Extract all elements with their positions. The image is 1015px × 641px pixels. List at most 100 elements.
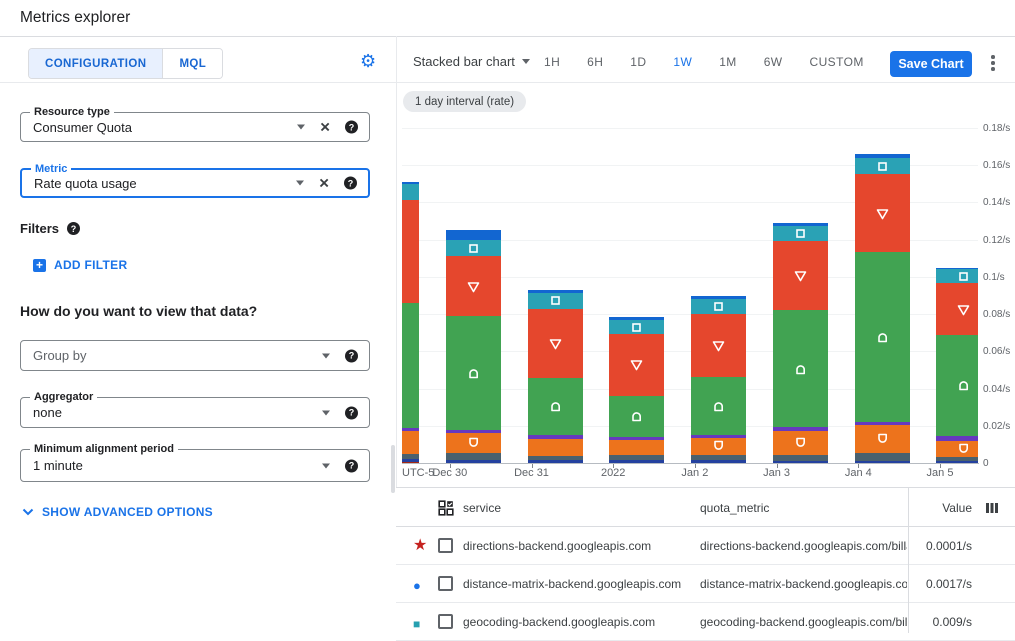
bar-segment-slate[interactable] bbox=[609, 454, 665, 461]
row-checkbox[interactable] bbox=[438, 576, 453, 591]
settings-gear-icon[interactable]: ⚙ bbox=[360, 51, 377, 71]
bar-segment-slate[interactable] bbox=[772, 455, 828, 461]
bar-segment-purple[interactable] bbox=[446, 429, 501, 433]
bar-segment-navy[interactable] bbox=[936, 461, 978, 463]
columns-icon[interactable] bbox=[985, 501, 999, 515]
bar-segment-teal-square[interactable] bbox=[402, 183, 420, 201]
bar-segment-green-arch[interactable] bbox=[446, 316, 501, 430]
bar-segment-red-triangle[interactable] bbox=[936, 283, 978, 336]
bar-segment-purple[interactable] bbox=[691, 434, 747, 438]
bar-segment-blue-top[interactable] bbox=[772, 222, 828, 227]
help-icon[interactable]: ? bbox=[345, 349, 358, 362]
bar-segment-orange-shield[interactable] bbox=[772, 431, 828, 456]
bar-segment-slate[interactable] bbox=[691, 454, 747, 461]
bar-segment-red-triangle[interactable] bbox=[527, 308, 583, 378]
bar-segment-purple[interactable] bbox=[936, 435, 978, 441]
bar-segment-navy[interactable] bbox=[402, 459, 420, 462]
bar-segment-slate[interactable] bbox=[527, 455, 583, 461]
help-icon[interactable]: ? bbox=[67, 222, 81, 235]
bar-segment-orange-shield[interactable] bbox=[402, 431, 420, 454]
range-6h[interactable]: 6H bbox=[587, 55, 604, 69]
more-options-icon[interactable] bbox=[988, 52, 998, 74]
bar-segment-red-triangle[interactable] bbox=[402, 200, 420, 303]
bar-segment-purple[interactable] bbox=[402, 427, 420, 432]
bar-segment-red-triangle[interactable] bbox=[854, 173, 910, 253]
help-icon[interactable]: ? bbox=[345, 406, 358, 419]
bar-segment-blue-top[interactable] bbox=[402, 181, 420, 184]
range-6w[interactable]: 6W bbox=[763, 55, 783, 69]
min-alignment-field[interactable]: Minimum alignment period 1 minute ? bbox=[20, 443, 370, 482]
help-icon[interactable]: ? bbox=[345, 120, 358, 134]
bar-segment-teal-square[interactable] bbox=[446, 239, 501, 257]
bar-segment-green-arch[interactable] bbox=[527, 377, 583, 436]
bar-segment-blue-top[interactable] bbox=[854, 154, 910, 158]
clear-icon[interactable]: × bbox=[319, 173, 329, 192]
bar-segment-blue-top[interactable] bbox=[691, 295, 747, 299]
chevron-down-icon[interactable] bbox=[322, 410, 330, 415]
scrollbar-thumb[interactable] bbox=[391, 445, 395, 493]
bar-segment-red-triangle[interactable] bbox=[446, 256, 501, 316]
bar-segment-maroon-bottom[interactable] bbox=[402, 461, 420, 463]
bar-segment-blue-top[interactable] bbox=[609, 317, 665, 321]
bar-segment-navy[interactable] bbox=[609, 460, 665, 463]
bar-segment-teal-square[interactable] bbox=[854, 158, 910, 174]
tab-configuration[interactable]: CONFIGURATION bbox=[29, 49, 163, 78]
bar-segment-red-triangle[interactable] bbox=[609, 334, 665, 396]
aggregator-field[interactable]: Aggregator none ? bbox=[20, 391, 370, 428]
col-quota-metric[interactable]: quota_metric bbox=[700, 501, 770, 515]
bar-segment-slate[interactable] bbox=[446, 453, 501, 460]
range-1m[interactable]: 1M bbox=[719, 55, 737, 69]
bar-segment-navy[interactable] bbox=[527, 460, 583, 463]
table-row[interactable]: ★ directions-backend.googleapis.com direct… bbox=[396, 527, 1015, 565]
bar-segment-teal-square[interactable] bbox=[609, 320, 665, 335]
chevron-down-icon[interactable] bbox=[296, 180, 305, 186]
bar-segment-green-arch[interactable] bbox=[854, 252, 910, 422]
bar-segment-orange-shield[interactable] bbox=[446, 432, 501, 453]
range-1h[interactable]: 1H bbox=[544, 55, 561, 69]
help-icon[interactable]: ? bbox=[344, 176, 357, 190]
col-value[interactable]: Value bbox=[942, 501, 972, 515]
bar-segment-blue-top[interactable] bbox=[446, 229, 501, 240]
bar-segment-teal-square[interactable] bbox=[691, 298, 747, 314]
select-series-grid-icon[interactable] bbox=[438, 500, 454, 516]
row-checkbox[interactable] bbox=[438, 538, 453, 553]
bar-segment-red-triangle[interactable] bbox=[772, 241, 828, 310]
bar-segment-red-triangle[interactable] bbox=[691, 313, 747, 377]
bar-segment-navy[interactable] bbox=[854, 460, 910, 463]
bar-segment-purple[interactable] bbox=[772, 427, 828, 431]
group-by-field[interactable]: Group by ? bbox=[20, 340, 370, 371]
range-1d[interactable]: 1D bbox=[630, 55, 647, 69]
bar-segment-purple[interactable] bbox=[609, 436, 665, 440]
help-icon[interactable]: ? bbox=[345, 459, 358, 472]
table-row[interactable]: ● distance-matrix-backend.googleapis.com d… bbox=[396, 565, 1015, 603]
bar-segment-navy[interactable] bbox=[446, 459, 501, 463]
bar-segment-green-arch[interactable] bbox=[691, 377, 747, 435]
clear-icon[interactable]: × bbox=[320, 117, 330, 136]
bar-segment-slate[interactable] bbox=[936, 457, 978, 462]
chevron-down-icon[interactable] bbox=[322, 353, 330, 358]
bar-segment-navy[interactable] bbox=[772, 460, 828, 463]
bar-segment-green-arch[interactable] bbox=[609, 395, 665, 437]
show-advanced-options-button[interactable]: SHOW ADVANCED OPTIONS bbox=[22, 505, 213, 519]
chevron-down-icon[interactable] bbox=[297, 124, 306, 130]
bar-segment-teal-square[interactable] bbox=[772, 226, 828, 242]
chevron-down-icon[interactable] bbox=[322, 463, 330, 468]
bar-segment-purple[interactable] bbox=[527, 435, 583, 439]
bar-segment-navy[interactable] bbox=[691, 460, 747, 463]
bar-segment-orange-shield[interactable] bbox=[609, 439, 665, 455]
bar-segment-orange-shield[interactable] bbox=[527, 438, 583, 456]
bar-segment-orange-shield[interactable] bbox=[854, 425, 910, 454]
bar-segment-teal-square[interactable] bbox=[527, 292, 583, 309]
chart-type-selector[interactable]: Stacked bar chart bbox=[413, 54, 530, 69]
bar-segment-slate[interactable] bbox=[402, 453, 420, 460]
bar-segment-blue-top[interactable] bbox=[527, 289, 583, 293]
range-1w[interactable]: 1W bbox=[673, 55, 693, 69]
col-service[interactable]: service bbox=[463, 501, 502, 515]
bar-segment-green-arch[interactable] bbox=[402, 302, 420, 428]
range-custom[interactable]: CUSTOM bbox=[809, 55, 864, 69]
bar-segment-green-arch[interactable] bbox=[936, 335, 978, 436]
bar-segment-orange-shield[interactable] bbox=[691, 437, 747, 455]
row-checkbox[interactable] bbox=[438, 614, 453, 629]
metric-field[interactable]: Metric Rate quota usage × ? bbox=[20, 163, 370, 198]
save-chart-button[interactable]: Save Chart bbox=[890, 51, 972, 77]
